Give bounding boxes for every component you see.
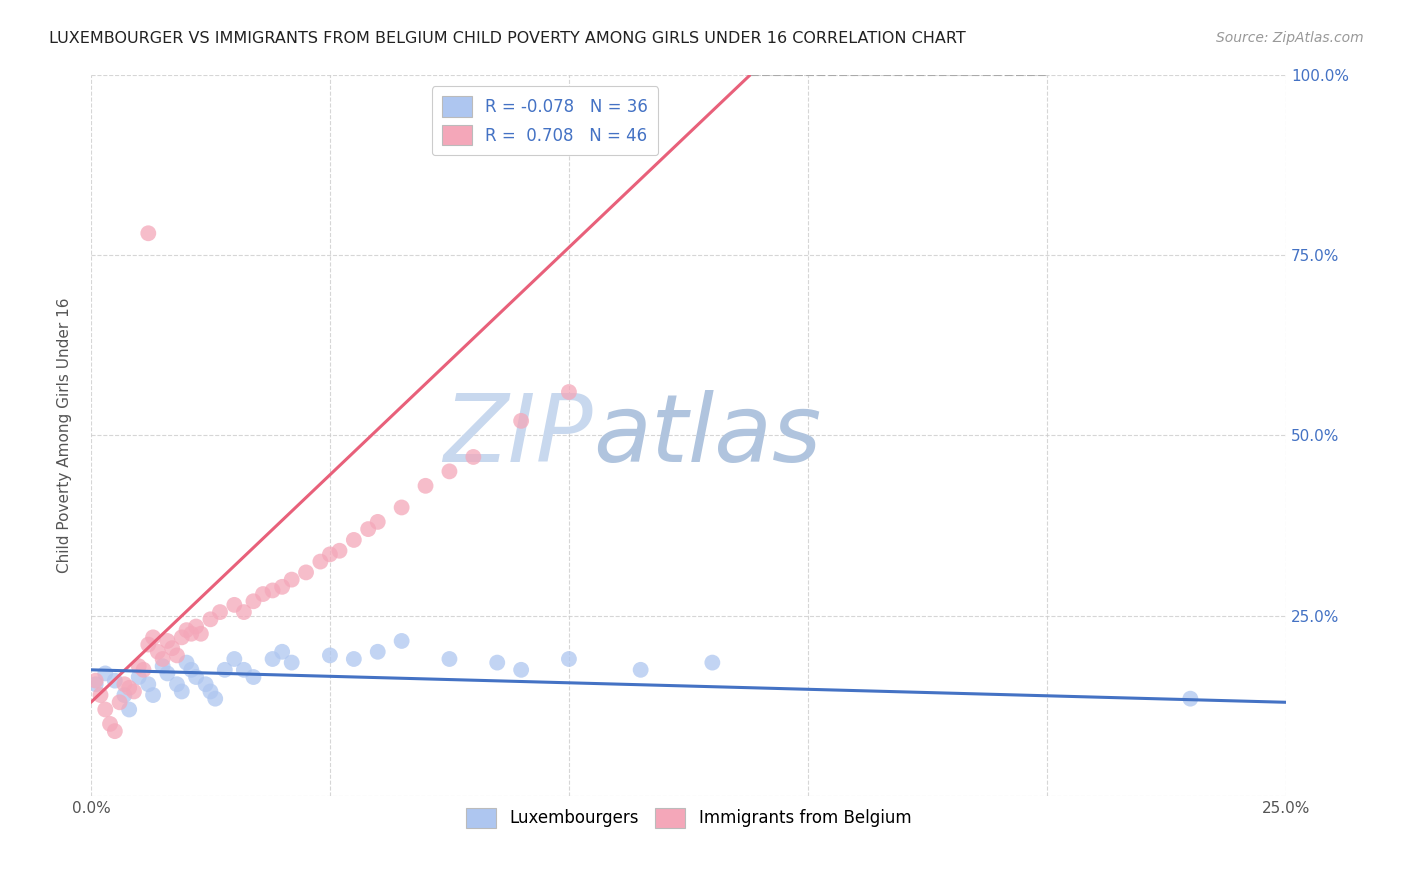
Point (136, 677, 159, 691)
Point (343, 652, 366, 666)
Point (200, 612, 222, 626)
Point (184, 670, 207, 684)
Point (136, 638, 159, 652)
Point (160, 641, 183, 656)
Point (108, 695, 131, 709)
Point (128, 670, 150, 684)
Point (252, 587, 274, 601)
Point (136, 227, 159, 241)
Point (84, 677, 107, 691)
Point (146, 645, 169, 659)
Point (343, 533, 366, 547)
Point (262, 652, 284, 666)
Text: LUXEMBOURGER VS IMMIGRANTS FROM BELGIUM CHILD POVERTY AMONG GIRLS UNDER 16 CORRE: LUXEMBOURGER VS IMMIGRANTS FROM BELGIUM … (49, 31, 966, 46)
Point (94, 702, 117, 716)
Point (89, 688, 111, 702)
Point (166, 648, 188, 663)
Point (156, 666, 179, 681)
Point (152, 659, 174, 673)
Point (84, 673, 107, 688)
Point (122, 684, 145, 698)
Point (702, 656, 724, 670)
Point (98, 717, 121, 731)
Point (357, 522, 380, 536)
Legend: Luxembourgers, Immigrants from Belgium: Luxembourgers, Immigrants from Belgium (458, 801, 918, 835)
Point (142, 688, 165, 702)
Point (439, 652, 461, 666)
Point (224, 598, 246, 612)
Point (112, 688, 135, 702)
Point (630, 663, 652, 677)
Point (112, 677, 135, 691)
Point (510, 414, 533, 428)
Point (204, 691, 226, 706)
Point (176, 656, 198, 670)
Text: ZIP: ZIP (443, 390, 593, 481)
Point (166, 677, 188, 691)
Point (132, 663, 155, 677)
Point (180, 663, 202, 677)
Point (184, 619, 207, 633)
Point (367, 645, 389, 659)
Point (295, 566, 318, 580)
Point (208, 605, 231, 619)
Point (170, 631, 193, 645)
Point (271, 580, 294, 594)
Point (118, 681, 141, 695)
Point (142, 631, 165, 645)
Point (319, 547, 342, 561)
Text: atlas: atlas (593, 390, 821, 481)
Point (463, 450, 485, 464)
Point (232, 663, 254, 677)
Point (176, 623, 198, 637)
Point (170, 684, 193, 698)
Point (391, 634, 413, 648)
Point (510, 663, 533, 677)
Point (104, 724, 127, 739)
Point (242, 594, 264, 608)
Point (190, 626, 212, 640)
Point (391, 500, 413, 515)
Point (280, 573, 302, 587)
Point (486, 656, 509, 670)
Point (558, 384, 581, 399)
Point (104, 673, 127, 688)
Point (180, 626, 202, 640)
Point (367, 515, 389, 529)
Point (415, 479, 437, 493)
Point (262, 583, 284, 598)
Y-axis label: Child Poverty Among Girls Under 16: Child Poverty Among Girls Under 16 (58, 298, 72, 573)
Point (128, 659, 150, 673)
Point (214, 663, 236, 677)
Point (152, 652, 174, 666)
Point (200, 684, 222, 698)
Point (118, 702, 141, 716)
Point (94, 666, 117, 681)
Point (194, 677, 217, 691)
Text: Source: ZipAtlas.com: Source: ZipAtlas.com (1216, 31, 1364, 45)
Point (319, 648, 342, 663)
Point (242, 670, 264, 684)
Point (232, 605, 254, 619)
Point (328, 543, 350, 558)
Point (309, 555, 332, 569)
Point (1180, 691, 1202, 706)
Point (224, 652, 246, 666)
Point (156, 634, 179, 648)
Point (280, 656, 302, 670)
Point (439, 464, 461, 478)
Point (271, 645, 294, 659)
Point (558, 652, 581, 666)
